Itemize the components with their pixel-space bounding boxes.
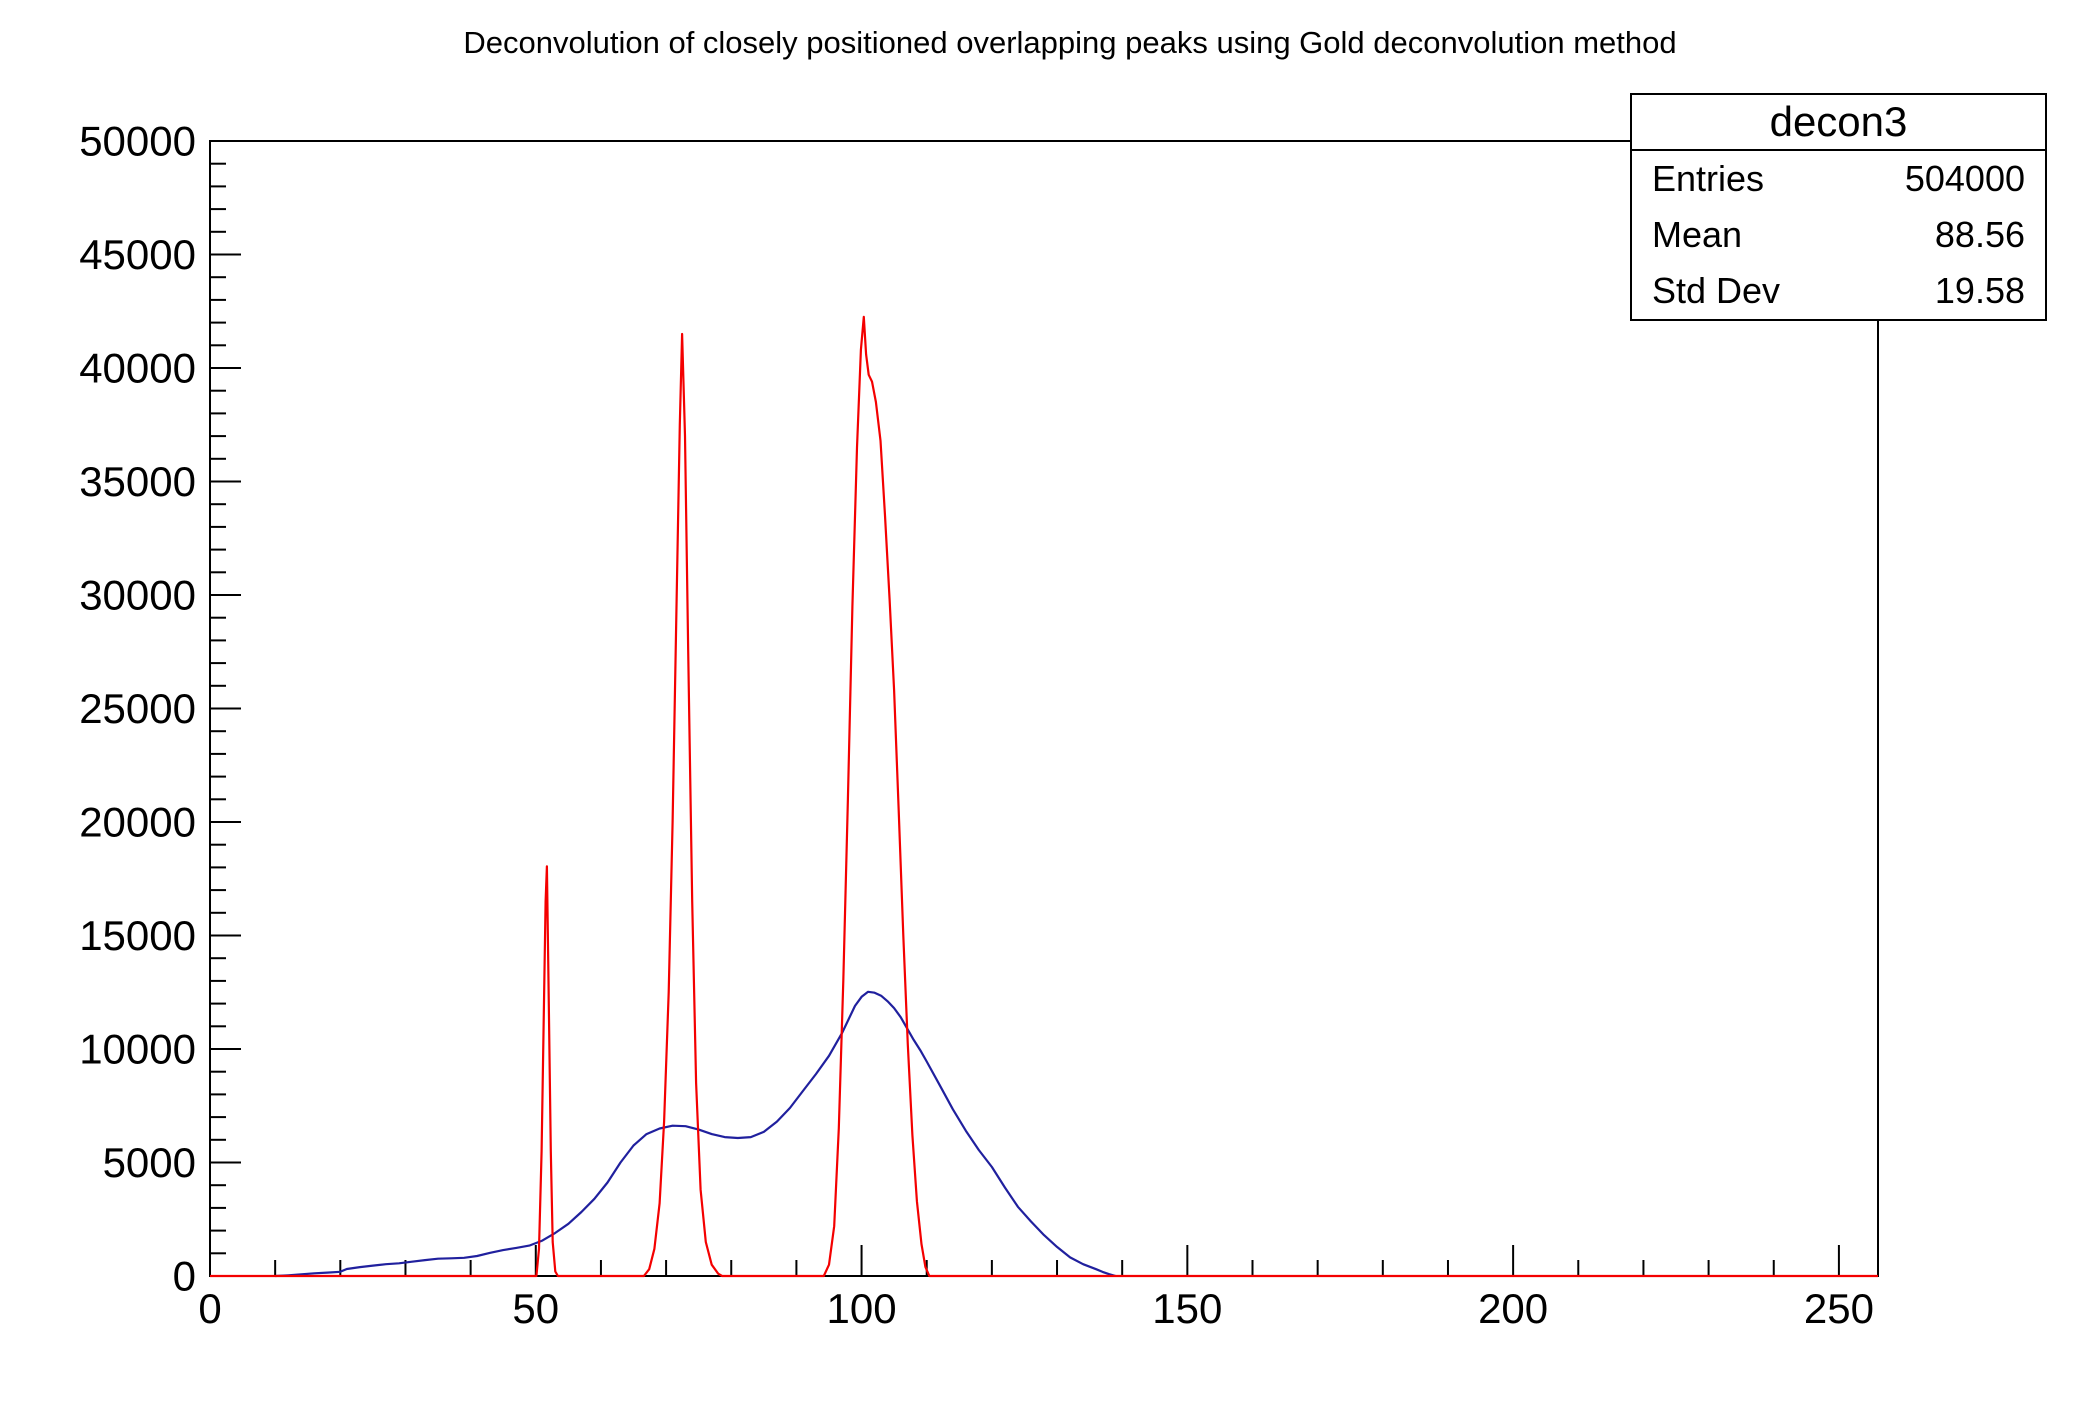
- stats-label-stddev: Std Dev: [1652, 270, 1781, 311]
- stats-row-mean: Mean 88.56: [1632, 207, 2045, 263]
- y-axis-tick-label: 50000: [79, 118, 196, 165]
- x-axis-tick-label: 100: [827, 1285, 897, 1332]
- y-axis-tick-label: 0: [173, 1253, 196, 1300]
- series-path-source-spectrum: [275, 990, 1116, 1278]
- y-axis-tick-label: 35000: [79, 458, 196, 505]
- plot-frame: [209, 140, 1879, 1277]
- y-axis-tick-label: 5000: [103, 1139, 196, 1186]
- x-axis-tick-label: 50: [512, 1285, 559, 1332]
- series-path-gold-deconvolution: [210, 315, 1878, 1278]
- y-axis-tick-label: 40000: [79, 345, 196, 392]
- x-axis-tick-label: 250: [1804, 1285, 1874, 1332]
- stats-row-stddev: Std Dev 19.58: [1632, 263, 2045, 319]
- y-axis-tick-label: 15000: [79, 912, 196, 959]
- y-axis-tick-label: 10000: [79, 1026, 196, 1073]
- y-axis-tick-label: 20000: [79, 799, 196, 846]
- stats-label-entries: Entries: [1652, 158, 1765, 199]
- y-axis-tick-label: 25000: [79, 685, 196, 732]
- stats-label-mean: Mean: [1652, 214, 1743, 255]
- stats-value-entries: 504000: [1904, 158, 2025, 199]
- stats-value-stddev: 19.58: [1934, 270, 2025, 311]
- x-axis-tick-label: 0: [198, 1285, 221, 1332]
- y-axis-tick-label: 30000: [79, 572, 196, 619]
- stats-box: decon3 Entries 504000 Mean 88.56 Std Dev…: [1630, 93, 2047, 321]
- plot-title: Deconvolution of closely positioned over…: [463, 25, 1677, 60]
- stats-box-title: decon3: [1632, 95, 2045, 151]
- stats-value-mean: 88.56: [1934, 214, 2025, 255]
- x-axis-tick-label: 200: [1478, 1285, 1548, 1332]
- stats-row-entries: Entries 504000: [1632, 151, 2045, 207]
- x-axis-tick-label: 150: [1152, 1285, 1222, 1332]
- y-axis-tick-label: 45000: [79, 231, 196, 278]
